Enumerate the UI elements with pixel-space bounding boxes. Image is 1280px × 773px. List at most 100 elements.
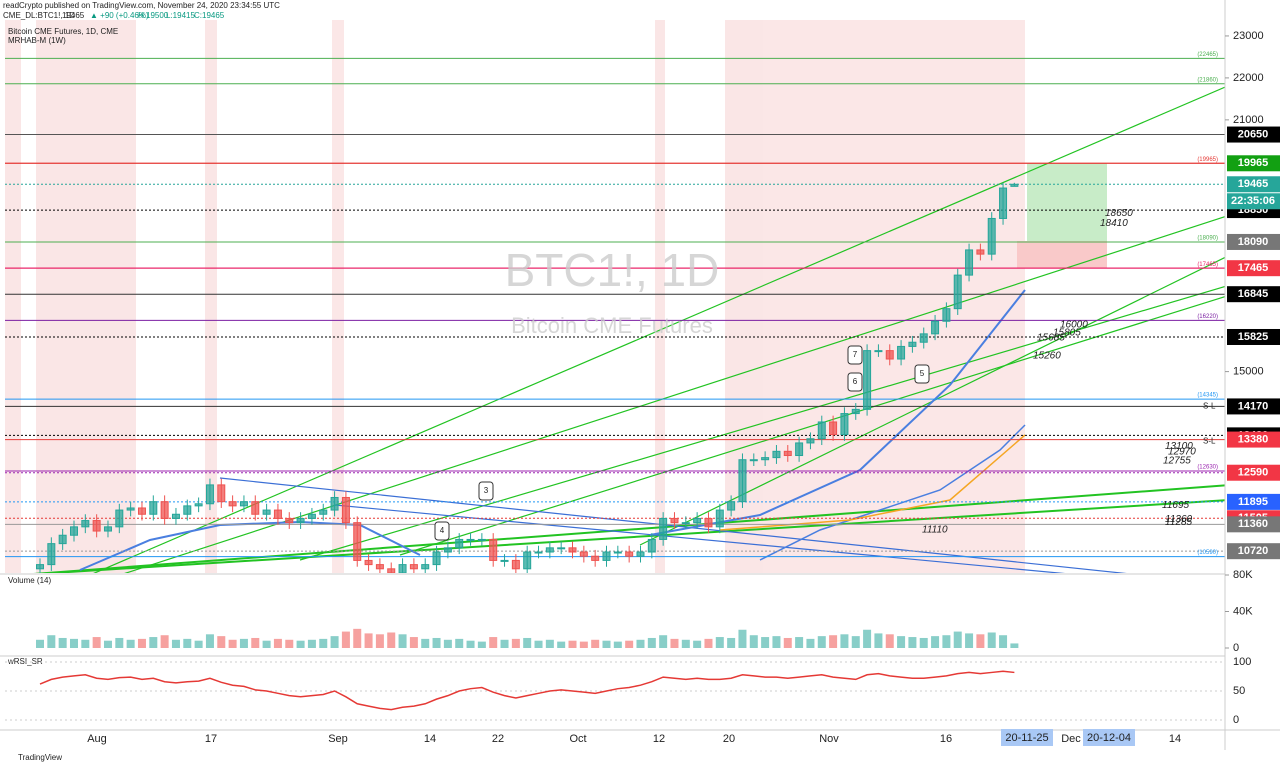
loss-zone: [1017, 241, 1107, 268]
volume-bar: [783, 637, 792, 648]
candle-body: [137, 507, 146, 515]
ref-level-label: (18090): [1197, 236, 1218, 242]
volume-bar: [477, 641, 486, 648]
x-tick-label: 16: [940, 733, 952, 745]
candle-body: [455, 538, 464, 549]
candle-body: [829, 421, 838, 436]
candle-body: [409, 564, 418, 570]
x-tag-label: 20-11-25: [1005, 732, 1048, 744]
candle-body: [545, 547, 554, 553]
price-tag: [1227, 126, 1280, 143]
candle-body: [727, 501, 736, 511]
volume-bar: [149, 637, 158, 648]
candle-body: [885, 350, 894, 360]
candle-body: [942, 308, 951, 322]
x-tick-label: Sep: [328, 733, 348, 745]
ref-level-label: (17465): [1197, 262, 1218, 268]
candle-body: [115, 509, 124, 528]
price-tag: [1227, 543, 1280, 560]
level-note: 15260: [1033, 350, 1061, 361]
volume-bar: [217, 636, 226, 648]
volume-bar: [965, 633, 974, 648]
candle-body: [205, 484, 214, 505]
volume-bar: [330, 636, 339, 648]
volume-bar: [103, 640, 112, 648]
x-tick-label: 22: [492, 733, 504, 745]
volume-bar: [545, 639, 554, 648]
candle-body: [296, 517, 305, 524]
price-tag: [1227, 286, 1280, 303]
volume-bar: [931, 636, 940, 648]
x-tag: [1001, 729, 1053, 746]
level-note: 11695: [1162, 500, 1190, 511]
rsi-tick-label: 100: [1233, 656, 1251, 668]
x-tick-label: 12: [653, 733, 665, 745]
candle-body: [398, 564, 407, 573]
candle-body: [738, 459, 747, 503]
price-tag-label: 20650: [1238, 128, 1269, 140]
price-tag: [1227, 155, 1280, 172]
price-tag-label: 11895: [1238, 496, 1268, 508]
x-tag: [1083, 729, 1135, 746]
level-note: 16000: [1060, 319, 1088, 330]
candle-body: [863, 350, 872, 410]
volume-bar: [840, 634, 849, 648]
volume-bar: [511, 638, 520, 648]
volume-bar: [262, 640, 271, 648]
price-tag-label: 14170: [1238, 400, 1269, 412]
volume-bar: [885, 634, 894, 648]
candle-body: [976, 249, 985, 255]
volume-bar: [285, 639, 294, 648]
candle-body: [364, 559, 373, 566]
volume-bar: [387, 632, 396, 648]
candle-body: [421, 564, 430, 570]
candle-body: [387, 568, 396, 573]
candle-body: [307, 513, 316, 519]
volume-bar: [307, 639, 316, 648]
symbol-line: CME_DL:BTC1!, 1D 19465 ▲ +90 (+0.46%) H:…: [3, 11, 225, 20]
candle-body: [670, 517, 679, 524]
volume-bar: [659, 635, 668, 648]
price-tag-label: 16845: [1238, 288, 1269, 300]
candle-body: [500, 559, 509, 562]
candle-body: [183, 505, 192, 515]
ref-level-label: (10590): [1197, 550, 1218, 556]
rsi-title: wRSI_SR: [7, 657, 43, 666]
price-tag-label: 15825: [1238, 331, 1269, 343]
volume-bar: [863, 629, 872, 648]
level-note: 18410: [1100, 218, 1128, 229]
signal-marker-label: 3: [484, 486, 489, 495]
low: L:19415: [166, 11, 195, 20]
candle-body: [568, 547, 577, 553]
volume-bar: [693, 640, 702, 648]
volume-bar: [897, 636, 906, 648]
candle-body: [160, 501, 169, 519]
candle-body: [330, 496, 339, 511]
candle-body: [47, 543, 56, 566]
price-tag: [1227, 260, 1280, 277]
x-tick-label: Oct: [569, 733, 586, 745]
signal-marker: [434, 521, 450, 541]
candle-body: [251, 501, 260, 515]
volume-bar: [228, 639, 237, 648]
candle-body: [874, 350, 883, 353]
x-tick-label: 14: [1169, 733, 1181, 745]
countdown-tag: [1227, 193, 1280, 210]
volume-bar: [137, 638, 146, 648]
candle-body: [613, 551, 622, 554]
candle-body: [919, 333, 928, 343]
candle-body: [817, 421, 826, 440]
volume-title: Volume (14): [8, 576, 51, 585]
volume-bar: [953, 631, 962, 648]
price-tag-label: 19965: [1238, 157, 1269, 169]
candle-body: [897, 345, 906, 360]
publisher: readCrypto published on TradingView.com,…: [3, 1, 280, 10]
ref-level-label: (21860): [1197, 77, 1218, 83]
candle-body: [262, 509, 271, 515]
last: 19465: [62, 11, 85, 20]
volume-bar: [500, 639, 509, 648]
candle-body: [704, 517, 713, 528]
volume-bar: [443, 639, 452, 648]
main-pane: [5, 57, 1225, 573]
rsi-tick-label: 0: [1233, 714, 1239, 726]
